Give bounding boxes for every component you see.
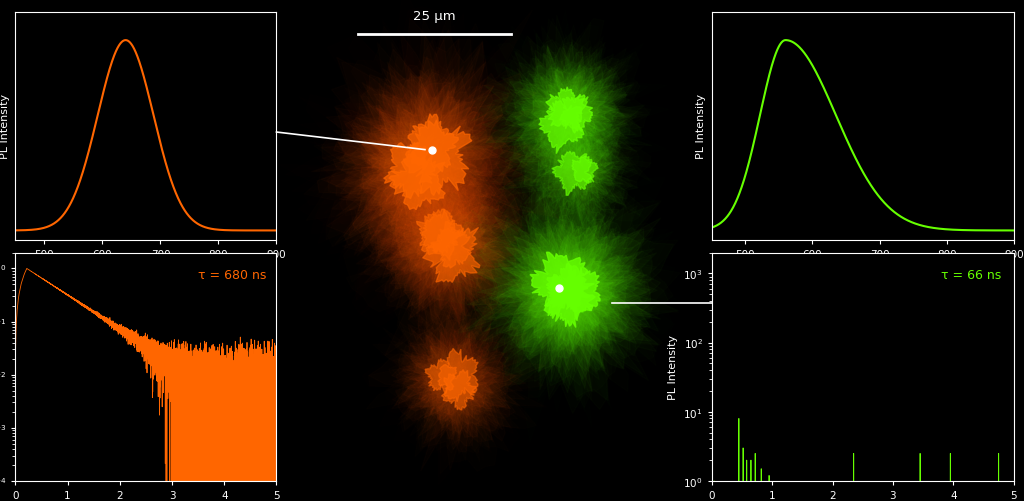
Text: 25 μm: 25 μm	[413, 10, 456, 23]
Polygon shape	[532, 257, 593, 322]
Polygon shape	[389, 152, 445, 210]
Polygon shape	[438, 349, 478, 402]
X-axis label: Wavelength (nm): Wavelength (nm)	[97, 265, 195, 275]
Polygon shape	[572, 157, 598, 183]
Polygon shape	[532, 261, 604, 345]
Text: τ = 66 ns: τ = 66 ns	[941, 269, 1001, 282]
Polygon shape	[404, 121, 472, 196]
Polygon shape	[559, 95, 593, 134]
Polygon shape	[417, 209, 464, 261]
Polygon shape	[556, 265, 600, 319]
Y-axis label: PL Intensity: PL Intensity	[696, 94, 707, 159]
Polygon shape	[539, 102, 584, 154]
Polygon shape	[530, 253, 590, 319]
Polygon shape	[420, 210, 460, 254]
Polygon shape	[520, 237, 603, 331]
Polygon shape	[441, 370, 476, 410]
Polygon shape	[423, 222, 480, 283]
Text: τ = 680 ns: τ = 680 ns	[198, 269, 266, 282]
Polygon shape	[552, 152, 592, 196]
Polygon shape	[543, 257, 611, 327]
Polygon shape	[545, 275, 595, 328]
Polygon shape	[384, 143, 436, 199]
X-axis label: Wavelength (nm): Wavelength (nm)	[814, 265, 911, 275]
Polygon shape	[547, 263, 595, 312]
Polygon shape	[425, 359, 457, 394]
Polygon shape	[430, 228, 470, 269]
Polygon shape	[546, 88, 586, 131]
Y-axis label: PL Intensity: PL Intensity	[668, 335, 678, 399]
Polygon shape	[409, 115, 459, 173]
Y-axis label: PL Intensity: PL Intensity	[0, 94, 10, 159]
